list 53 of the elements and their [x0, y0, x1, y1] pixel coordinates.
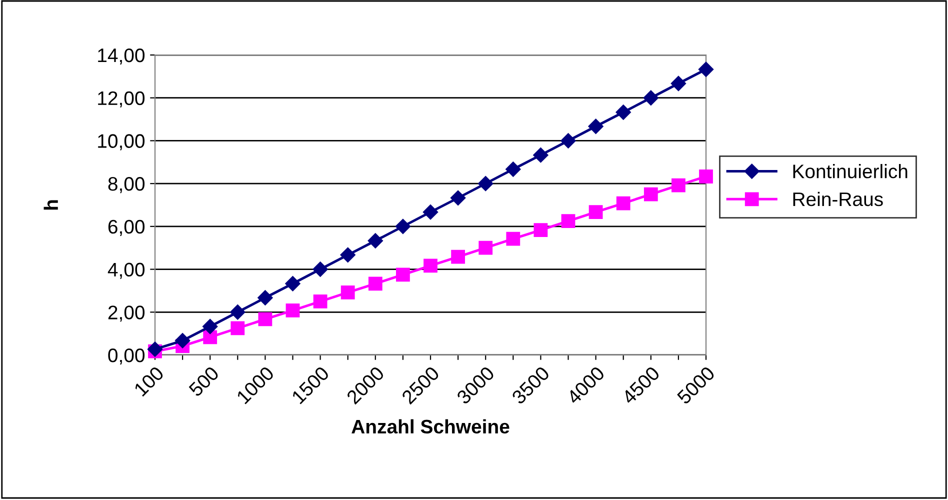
point — [258, 290, 273, 306]
point — [312, 262, 328, 277]
point — [395, 218, 411, 234]
x-tick-label: 100 — [133, 366, 165, 397]
point — [616, 196, 630, 210]
point — [368, 276, 382, 291]
y-tick-label: 4,00 — [108, 262, 145, 279]
y-tick-label: 8,00 — [108, 177, 145, 194]
point — [672, 178, 686, 192]
point — [424, 258, 438, 273]
point — [203, 330, 218, 344]
point — [340, 285, 355, 300]
point — [698, 62, 714, 77]
point — [588, 118, 604, 134]
point — [230, 304, 246, 320]
point — [450, 190, 466, 206]
point — [533, 148, 548, 163]
point — [396, 268, 410, 282]
point — [451, 250, 465, 264]
point — [340, 247, 356, 262]
legend-label: Rein-Raus — [793, 192, 883, 206]
point — [202, 318, 218, 334]
y-tick-label: 0,00 — [108, 348, 145, 365]
point — [534, 223, 548, 238]
point — [258, 312, 272, 326]
point — [588, 205, 603, 220]
point — [230, 321, 245, 336]
point — [478, 240, 493, 255]
point — [174, 333, 190, 348]
y-tick-label: 12,00 — [98, 91, 145, 108]
point — [644, 187, 658, 202]
y-tick-label: 6,00 — [108, 220, 145, 236]
point — [506, 162, 521, 177]
y-tick-label: 10,00 — [98, 134, 145, 150]
point — [699, 170, 713, 184]
point — [422, 204, 438, 220]
y-tick-label: 2,00 — [108, 306, 145, 322]
point — [670, 76, 686, 92]
point — [478, 176, 494, 192]
point — [616, 104, 631, 120]
legend-label: Kontinuierlich — [793, 164, 908, 178]
point — [643, 90, 658, 106]
point — [286, 303, 300, 318]
point — [560, 133, 576, 148]
y-axis-title: h — [44, 200, 58, 210]
x-tick-label: 500 — [188, 366, 220, 398]
point — [313, 294, 328, 308]
point — [285, 276, 300, 292]
point — [506, 232, 520, 246]
point — [368, 233, 383, 248]
point — [561, 214, 576, 228]
x-axis-title: Anzahl Schweine — [352, 419, 510, 434]
y-tick-label: 14,00 — [98, 48, 145, 65]
